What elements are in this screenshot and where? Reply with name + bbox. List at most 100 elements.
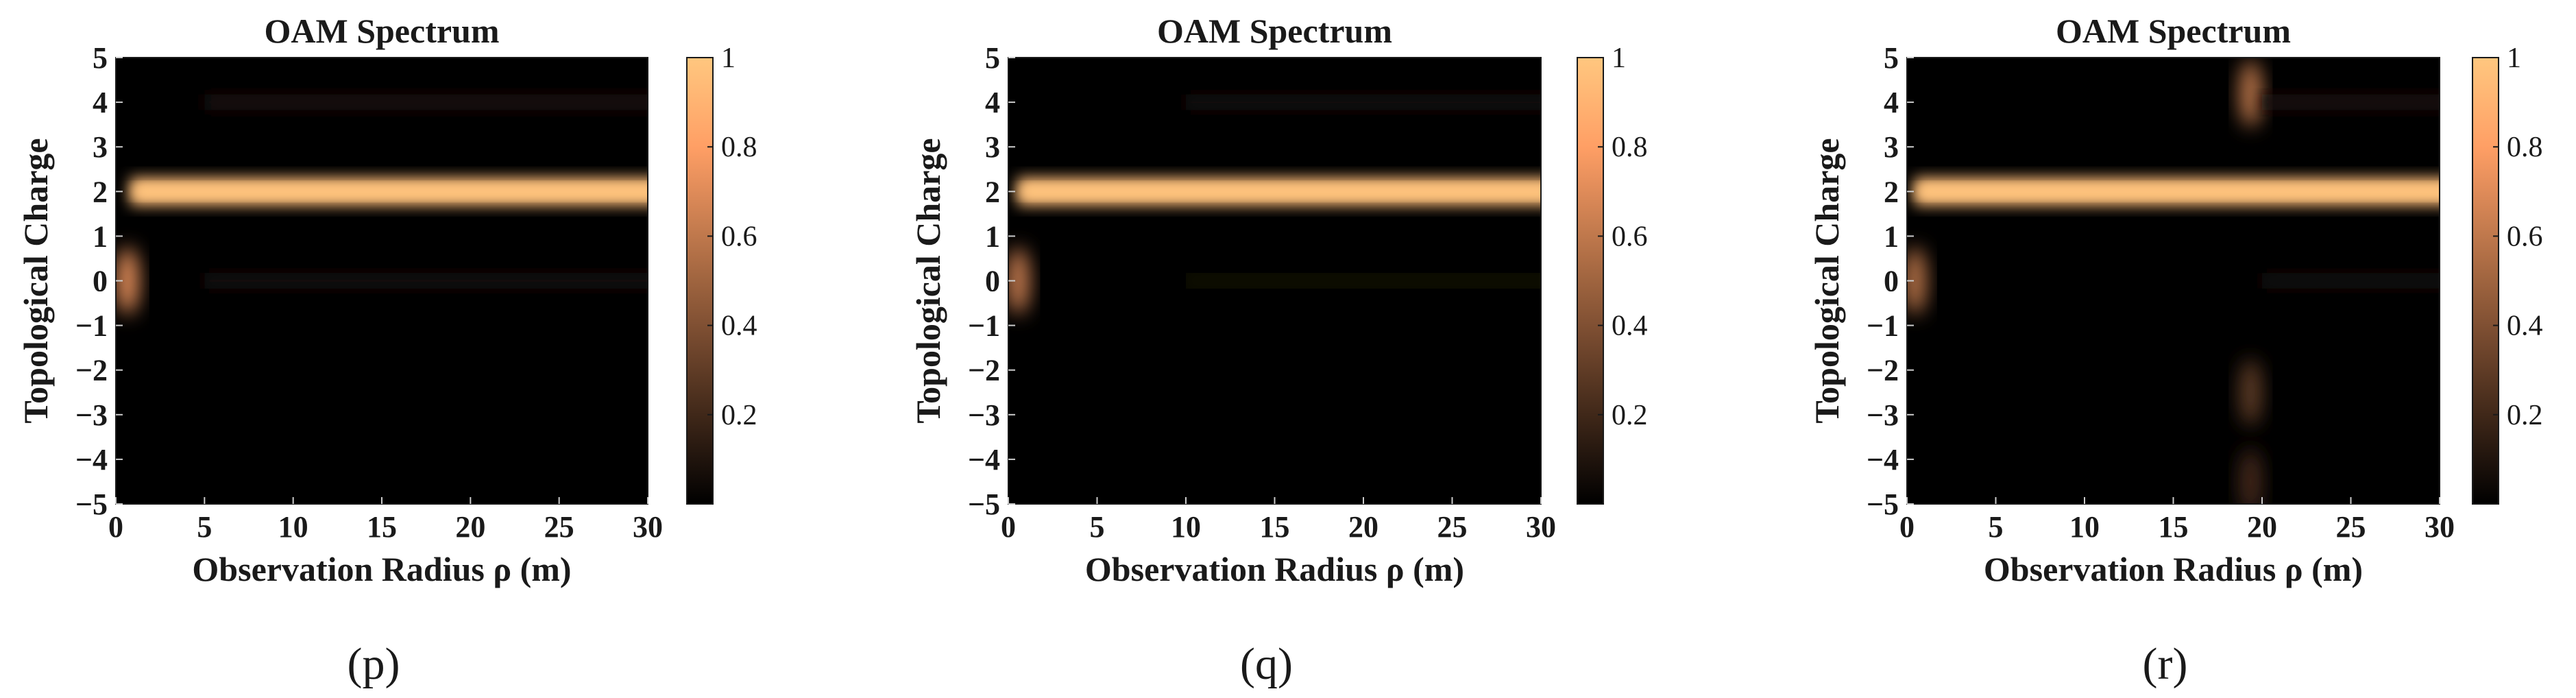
x-tick-label: 15: [2159, 510, 2189, 544]
colorbar-tick-label: 0.8: [1612, 132, 1648, 163]
y-tick-label: −4: [1867, 443, 1899, 477]
x-axis-label: Observation Radius ρ (m): [1085, 550, 1464, 588]
y-tick-label: −3: [75, 398, 108, 432]
x-tick-label: 15: [1260, 510, 1290, 544]
x-axis-label: Observation Radius ρ (m): [192, 550, 571, 588]
chart-title: OAM Spectrum: [2056, 12, 2291, 50]
x-tick-label: 0: [1001, 510, 1016, 544]
y-tick-label: −1: [968, 309, 1000, 343]
colorbar-tick-label: 1: [721, 43, 736, 74]
y-tick-label: −5: [1867, 488, 1899, 521]
chart-title: OAM Spectrum: [265, 12, 500, 50]
y-axis-label: Topological Charge: [909, 138, 947, 423]
y-tick-label: 5: [1884, 41, 1899, 75]
heatmap-feature-faint_band: [2262, 94, 2440, 110]
heatmap-feature-blob: [116, 247, 138, 315]
colorbar-tick-label: 0.2: [1612, 400, 1648, 431]
heatmap-feature-blob: [1008, 247, 1030, 315]
colorbar: [1577, 57, 1604, 505]
y-tick-label: 2: [93, 175, 108, 208]
heatmap-band-core: [134, 185, 648, 198]
y-tick-label: 0: [93, 265, 108, 298]
y-axis-label: Topological Charge: [1808, 138, 1846, 423]
y-axis-label: Topological Charge: [16, 138, 55, 423]
colorbar-tick-label: 0.8: [721, 132, 757, 163]
y-tick-label: 1: [93, 219, 108, 253]
heatmap-feature-faint_band: [1186, 273, 1541, 289]
y-tick-label: −1: [1867, 309, 1899, 343]
y-tick-label: 2: [1884, 175, 1899, 208]
y-tick-label: 0: [985, 265, 1000, 298]
colorbar: [2472, 57, 2499, 505]
heatmap-feature-faint_band: [204, 273, 648, 289]
x-tick-label: 25: [544, 510, 574, 544]
y-tick-label: 3: [93, 130, 108, 164]
x-axis-label: Observation Radius ρ (m): [1984, 550, 2363, 588]
colorbar-tick-label: 0.6: [1612, 221, 1648, 252]
x-tick-label: 20: [2247, 510, 2277, 544]
heatmap-feature-blob: [2239, 60, 2262, 127]
heatmap-feature-faint_band: [2262, 273, 2440, 289]
y-tick-label: −5: [75, 488, 108, 521]
colorbar-tick-label: 0.4: [1612, 311, 1648, 342]
y-tick-label: 0: [1884, 265, 1899, 298]
colorbar-tick-label: 0.6: [721, 221, 757, 252]
panel-label: (q): [1240, 639, 1293, 689]
x-tick-label: 30: [1526, 510, 1556, 544]
heatmap-feature-blob: [2239, 359, 2262, 426]
y-tick-label: −2: [75, 354, 108, 387]
chart-title: OAM Spectrum: [1157, 12, 1392, 50]
x-tick-label: 30: [2425, 510, 2455, 544]
x-tick-label: 25: [2336, 510, 2366, 544]
colorbar-tick-label: 0.2: [721, 400, 757, 431]
y-tick-label: 4: [985, 86, 1000, 119]
y-tick-label: 1: [985, 219, 1000, 253]
colorbar-tick-label: 0.2: [2507, 400, 2543, 431]
x-tick-label: 10: [2069, 510, 2100, 544]
panel-label: (r): [2143, 639, 2188, 689]
y-tick-label: −5: [968, 488, 1000, 521]
heatmap-feature-blob: [2239, 448, 2262, 504]
x-tick-label: 5: [197, 510, 212, 544]
heatmap-feature-faint_band: [204, 94, 648, 110]
heatmap-feature-faint_band: [1186, 94, 1541, 110]
colorbar-tick-label: 0.4: [2507, 311, 2543, 342]
x-tick-label: 25: [1437, 510, 1468, 544]
y-tick-label: −4: [968, 443, 1000, 477]
colorbar-tick-label: 0.6: [2507, 221, 2543, 252]
y-tick-label: −1: [75, 309, 108, 343]
x-tick-label: 30: [633, 510, 663, 544]
y-tick-label: −2: [968, 354, 1000, 387]
y-tick-label: 4: [93, 86, 108, 119]
y-tick-label: 2: [985, 175, 1000, 208]
colorbar-tick-label: 0.4: [721, 311, 757, 342]
colorbar-tick-label: 1: [2507, 43, 2521, 74]
y-tick-label: 5: [93, 41, 108, 75]
colorbar: [686, 57, 714, 505]
colorbar-tick-label: 1: [1612, 43, 1626, 74]
x-tick-label: 15: [367, 510, 397, 544]
y-tick-label: 1: [1884, 219, 1899, 253]
x-tick-label: 20: [1348, 510, 1378, 544]
y-tick-label: 3: [1884, 130, 1899, 164]
y-tick-label: −3: [968, 398, 1000, 432]
x-tick-label: 0: [1899, 510, 1915, 544]
y-tick-label: 4: [1884, 86, 1899, 119]
y-tick-label: 5: [985, 41, 1000, 75]
heatmap-band-core: [1021, 185, 1541, 198]
x-tick-label: 10: [278, 510, 308, 544]
x-tick-label: 0: [108, 510, 123, 544]
y-tick-label: −3: [1867, 398, 1899, 432]
y-tick-label: 3: [985, 130, 1000, 164]
x-tick-label: 10: [1171, 510, 1201, 544]
y-tick-label: −4: [75, 443, 108, 477]
heatmap-feature-blob: [1907, 247, 1926, 315]
x-tick-label: 5: [1090, 510, 1105, 544]
y-tick-label: −2: [1867, 354, 1899, 387]
x-tick-label: 5: [1989, 510, 2004, 544]
